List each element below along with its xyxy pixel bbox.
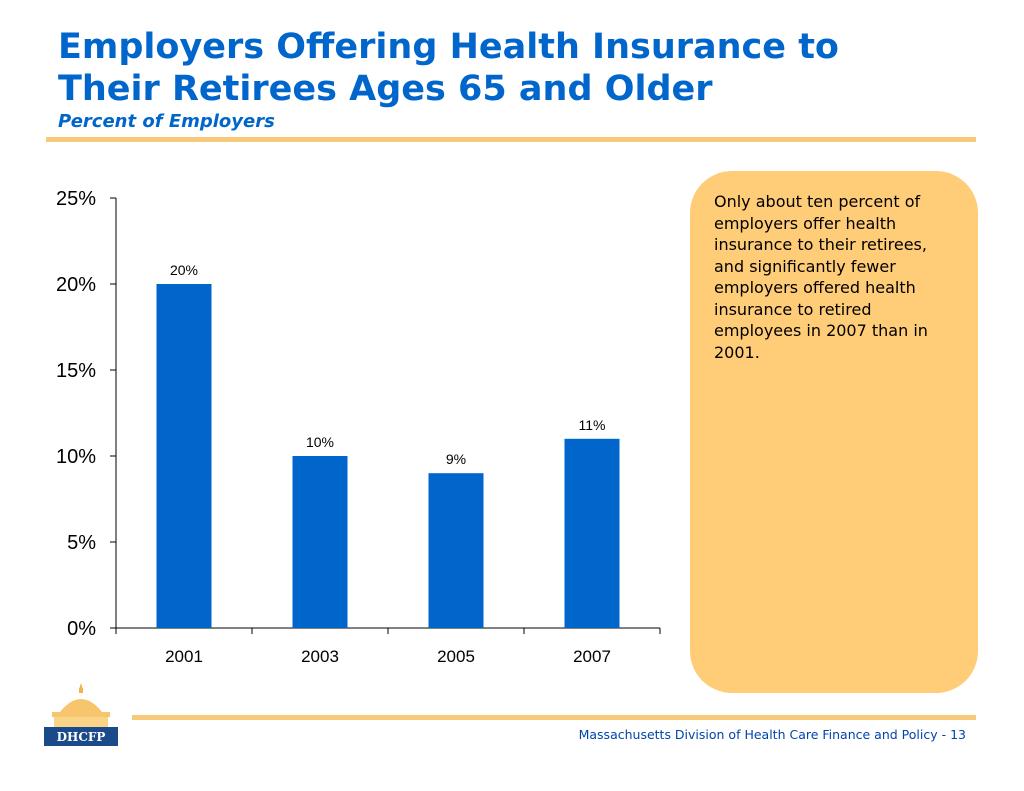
slide-title: Employers Offering Health Insurance to T… <box>58 26 958 110</box>
title-line-2: Their Retirees Ages 65 and Older <box>58 69 713 109</box>
callout-box: Only about ten percent of employers offe… <box>690 171 978 693</box>
data-label: 9% <box>446 451 466 467</box>
y-tick-label: 10% <box>56 446 96 468</box>
data-label: 11% <box>579 417 606 433</box>
x-tick-label: 2005 <box>437 647 475 666</box>
callout-text: Only about ten percent of employers offe… <box>714 192 928 362</box>
top-divider <box>46 137 976 142</box>
data-label: 10% <box>306 434 334 450</box>
x-tick-label: 2007 <box>573 647 611 666</box>
bar-2005 <box>428 473 484 628</box>
data-label: 20% <box>170 262 198 278</box>
y-tick-label: 15% <box>56 360 96 382</box>
logo-text: DHCFP <box>57 730 106 744</box>
y-tick-label: 0% <box>67 618 96 640</box>
x-tick-label: 2001 <box>165 647 203 666</box>
bar-2003 <box>292 456 348 628</box>
y-tick-label: 5% <box>67 532 96 554</box>
capitol-dome-icon <box>50 683 112 729</box>
slide-subtitle: Percent of Employers <box>58 111 275 132</box>
bottom-divider <box>132 715 976 720</box>
dhcfp-logo: DHCFP <box>44 683 118 746</box>
bar-2001 <box>156 284 212 628</box>
y-tick-label: 25% <box>56 188 96 210</box>
y-tick-label: 20% <box>56 274 96 296</box>
bar-2007 <box>564 438 620 628</box>
x-tick-label: 2003 <box>301 647 339 666</box>
footer-text: Massachusetts Division of Health Care Fi… <box>578 727 966 742</box>
title-line-1: Employers Offering Health Insurance to <box>58 27 839 67</box>
bar-chart: 0% 5% 10% 15% 20% 25% 20% 2001 10% 2003 9% 2005 11% 2… <box>56 188 661 666</box>
